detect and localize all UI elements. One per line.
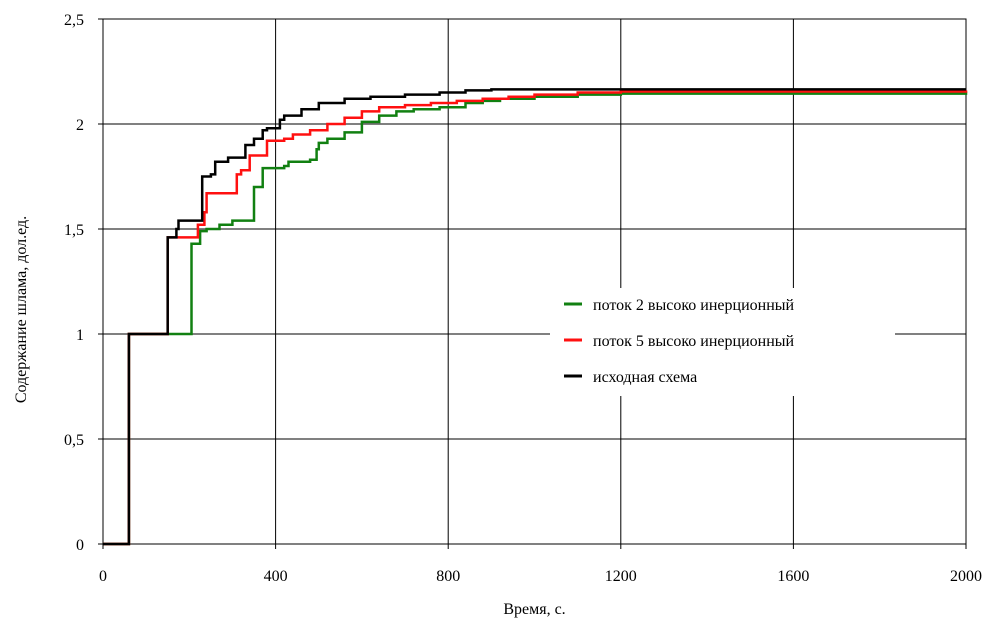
series-line-1 xyxy=(103,91,968,546)
y-axis-ticks: 0 0,5 1 1,5 2 2,5 xyxy=(64,12,103,554)
y-tick-label: 0,5 xyxy=(64,432,84,449)
x-axis-ticks: 0 400 800 1200 1600 2000 xyxy=(99,544,982,585)
y-axis-title: Содержание шлама, дол.ед. xyxy=(13,216,30,403)
legend-label: поток 2 высоко инерционный xyxy=(593,297,795,314)
y-tick-label: 2,5 xyxy=(64,12,84,29)
x-tick-label: 2000 xyxy=(950,568,982,585)
x-tick-label: 800 xyxy=(436,568,460,585)
x-tick-label: 400 xyxy=(264,568,288,585)
x-tick-label: 0 xyxy=(99,568,107,585)
legend-label: поток 5 высоко инерционный xyxy=(593,333,795,350)
y-tick-label: 0 xyxy=(76,537,84,554)
y-tick-label: 1 xyxy=(76,327,84,344)
series-line-2 xyxy=(103,90,968,546)
x-tick-label: 1600 xyxy=(777,568,809,585)
plot-area-border xyxy=(102,18,967,545)
legend-background xyxy=(550,288,895,396)
legend: поток 2 высоко инерционный поток 5 высоко… xyxy=(550,288,895,396)
x-axis-title: Время, с. xyxy=(503,601,565,618)
y-tick-label: 2 xyxy=(76,117,84,134)
series-line-3 xyxy=(103,88,966,546)
legend-label: исходная схема xyxy=(593,369,697,386)
series-group xyxy=(103,88,968,546)
x-tick-label: 1200 xyxy=(605,568,637,585)
y-tick-label: 1,5 xyxy=(64,222,84,239)
